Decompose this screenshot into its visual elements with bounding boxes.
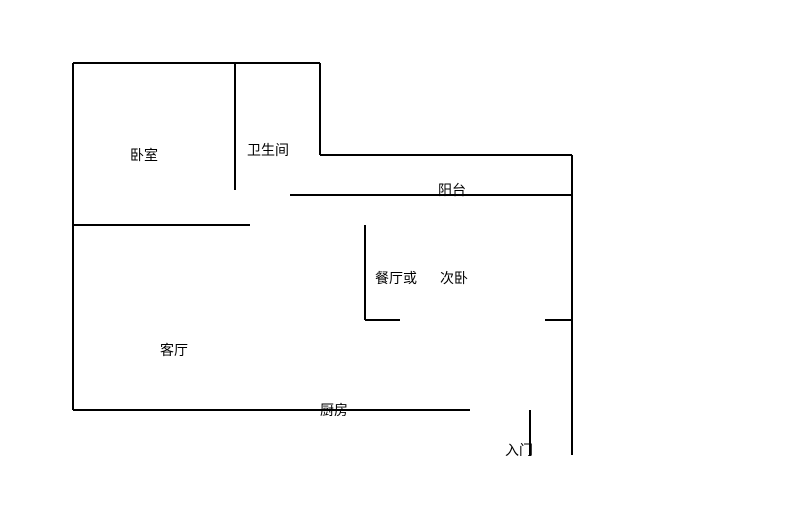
label-entrance: 入门 — [505, 440, 533, 460]
label-kitchen: 厨房 — [320, 400, 348, 420]
floorplan-canvas — [0, 0, 794, 519]
label-dining-or: 餐厅或 — [375, 268, 417, 288]
label-second-bedroom: 次卧 — [440, 268, 468, 288]
label-bathroom: 卫生间 — [247, 140, 289, 160]
label-balcony: 阳台 — [438, 180, 466, 200]
label-bedroom: 卧室 — [130, 145, 158, 165]
label-living-room: 客厅 — [160, 340, 188, 360]
